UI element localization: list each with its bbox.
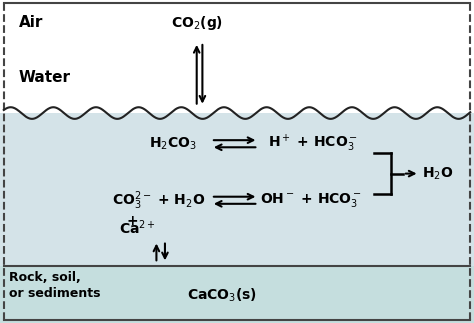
Text: H$_2$CO$_3$: H$_2$CO$_3$ — [149, 136, 197, 152]
Text: Water: Water — [19, 70, 71, 85]
Text: +: + — [127, 214, 138, 228]
Text: Rock, soil,
or sediments: Rock, soil, or sediments — [9, 271, 101, 300]
Text: OH$^-$ + HCO$_3^-$: OH$^-$ + HCO$_3^-$ — [260, 191, 361, 209]
Bar — [0, 266, 474, 323]
Text: CO$_3^{2-}$ + H$_2$O: CO$_3^{2-}$ + H$_2$O — [112, 189, 205, 212]
Bar — [0, 0, 474, 113]
Bar — [0, 113, 474, 266]
Text: Ca$^{2+}$: Ca$^{2+}$ — [119, 218, 156, 237]
Text: Air: Air — [19, 15, 43, 30]
Text: CaCO$_3$(s): CaCO$_3$(s) — [187, 287, 257, 304]
Text: CO$_2$(g): CO$_2$(g) — [171, 14, 223, 32]
Text: H$^+$ + HCO$_3^-$: H$^+$ + HCO$_3^-$ — [268, 133, 358, 154]
Text: H$_2$O: H$_2$O — [422, 165, 453, 182]
